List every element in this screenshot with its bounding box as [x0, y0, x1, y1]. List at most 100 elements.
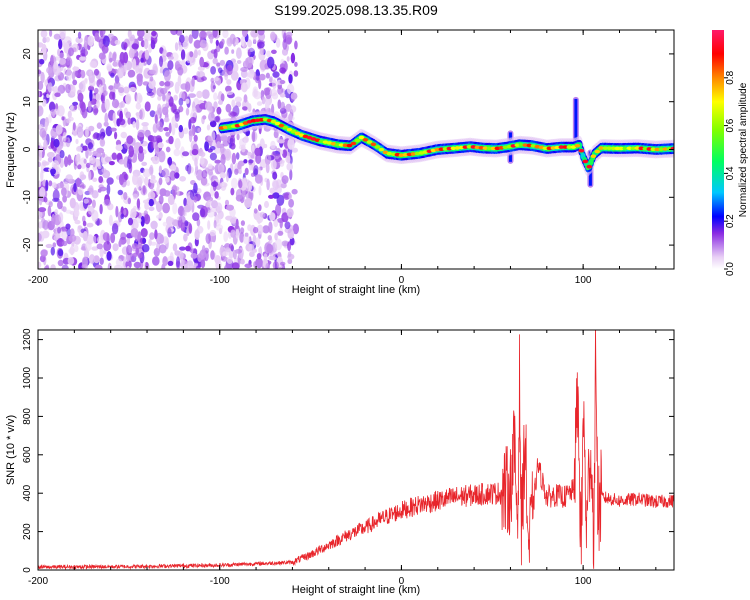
noise-blob [45, 264, 50, 269]
ridge-core [290, 129, 297, 134]
noise-blob [136, 198, 141, 209]
noise-blob [142, 185, 146, 195]
noise-blob [150, 175, 156, 180]
noise-blob [63, 42, 70, 54]
noise-blob [96, 122, 102, 129]
noise-blob [236, 60, 242, 64]
noise-blob [191, 107, 197, 119]
noise-blob [130, 228, 139, 238]
noise-blob [80, 49, 89, 57]
noise-blob [144, 101, 151, 112]
noise-blob [135, 247, 139, 255]
y-tick-label: 400 [22, 484, 33, 501]
noise-blob [126, 180, 130, 187]
noise-blob [135, 102, 141, 110]
noise-blob [38, 149, 43, 162]
noise-blob [40, 170, 44, 182]
noise-blob [188, 265, 195, 269]
noise-blob [101, 168, 107, 174]
noise-blob [95, 153, 102, 158]
noise-blob [270, 159, 277, 171]
noise-blob [156, 186, 160, 196]
noise-blob [205, 233, 211, 245]
noise-blob [216, 62, 221, 67]
noise-blob [181, 260, 188, 269]
ridge-core [482, 146, 489, 150]
noise-blob [266, 243, 273, 254]
noise-blob [138, 253, 143, 259]
noise-blob [142, 81, 150, 86]
noise-blob [137, 129, 146, 138]
noise-blob [172, 243, 178, 252]
noise-blob [253, 208, 258, 214]
noise-blob [176, 189, 180, 197]
noise-blob [84, 35, 89, 47]
noise-blob [238, 180, 243, 189]
noise-blob [47, 205, 52, 217]
noise-blob [236, 47, 242, 59]
noise-blob [165, 146, 171, 153]
noise-blob [141, 161, 148, 166]
noise-blob [265, 163, 270, 174]
snr-plot-area [38, 330, 674, 570]
noise-blob [38, 261, 42, 269]
noise-blob [123, 208, 127, 216]
noise-blob [49, 30, 53, 37]
noise-blob [61, 116, 65, 121]
noise-blob [87, 100, 92, 112]
noise-blob [46, 93, 50, 99]
noise-blob [74, 219, 81, 225]
noise-blob [177, 66, 184, 76]
noise-blob [202, 115, 207, 120]
noise-blob [99, 204, 103, 215]
noise-blob [239, 138, 247, 148]
noise-blob [46, 66, 53, 74]
noise-blob [229, 137, 234, 143]
noise-blob [93, 255, 100, 264]
noise-blob [209, 146, 216, 151]
noise-blob [274, 153, 282, 163]
noise-blob [258, 247, 262, 254]
noise-blob [51, 213, 56, 226]
noise-blob [199, 156, 205, 165]
noise-blob [52, 242, 57, 248]
noise-blob [89, 60, 98, 68]
noise-blob [111, 68, 119, 74]
ridge-core [358, 135, 365, 140]
noise-blob [38, 70, 42, 75]
noise-blob [224, 148, 232, 161]
noise-blob [171, 124, 176, 136]
noise-blob [123, 192, 128, 200]
noise-blob [240, 36, 245, 47]
noise-blob [196, 90, 203, 99]
y-tick-label: 20 [22, 48, 33, 60]
noise-blob [119, 51, 126, 64]
noise-blob [38, 90, 41, 98]
x-tick-label: -200 [28, 275, 48, 286]
noise-blob [114, 131, 118, 140]
noise-blob [96, 147, 105, 154]
noise-blob [193, 134, 198, 142]
noise-blob [199, 39, 208, 49]
noise-blob [77, 164, 82, 170]
noise-blob [277, 86, 283, 95]
noise-blob [106, 183, 111, 196]
noise-blob [199, 30, 207, 40]
noise-blob [275, 37, 281, 48]
noise-blob [279, 67, 286, 74]
noise-blob [53, 138, 60, 148]
noise-blob [283, 32, 287, 43]
y-tick-label: 200 [22, 523, 33, 540]
x-tick-label: -100 [210, 576, 230, 587]
noise-blob [54, 209, 59, 216]
noise-blob [72, 66, 80, 71]
noise-blob [149, 179, 157, 184]
noise-blob [248, 181, 253, 191]
noise-blob [74, 104, 78, 110]
ridge-core [618, 146, 625, 151]
noise-blob [126, 265, 130, 269]
snr-frame [37, 329, 675, 571]
noise-blob [95, 99, 100, 109]
noise-blob [289, 169, 293, 181]
